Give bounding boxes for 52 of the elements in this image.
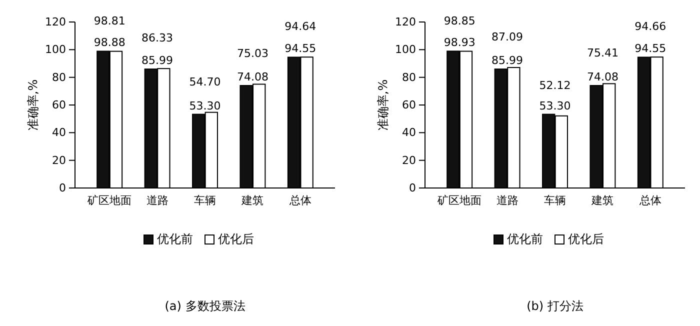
y-tick-label: 100 xyxy=(45,43,66,56)
data-label: 94.64 xyxy=(284,20,316,34)
x-tick-label: 建筑 xyxy=(590,194,614,208)
y-axis-title: 准确率,% xyxy=(26,79,40,131)
data-label: 98.81 xyxy=(94,14,126,28)
y-tick-label: 60 xyxy=(52,98,66,112)
y-tick-label: 120 xyxy=(45,16,66,29)
x-tick-label: 道路 xyxy=(146,194,168,208)
data-label: 98.93 xyxy=(444,36,476,50)
data-label: 52.12 xyxy=(539,78,571,92)
y-tick-label: 40 xyxy=(402,126,416,140)
data-label: 53.30 xyxy=(189,99,221,112)
data-label: 98.88 xyxy=(94,36,126,50)
y-tick-label: 120 xyxy=(395,16,416,29)
y-tick-label: 20 xyxy=(52,154,66,167)
x-tick-label: 矿区地面 xyxy=(86,194,132,208)
x-tick-label: 矿区地面 xyxy=(436,194,482,208)
legend-label: 优化后 xyxy=(218,232,254,246)
data-label: 85.99 xyxy=(142,54,174,68)
x-tick-label: 车辆 xyxy=(194,194,216,208)
legend-label: 优化后 xyxy=(568,232,604,246)
data-label: 98.85 xyxy=(444,14,476,28)
x-tick-label: 建筑 xyxy=(240,194,264,208)
x-tick-label: 车辆 xyxy=(544,194,566,208)
y-tick-label: 80 xyxy=(52,70,66,84)
y-tick-label: 0 xyxy=(409,182,416,195)
data-label: 75.41 xyxy=(586,46,618,60)
data-label: 87.09 xyxy=(492,30,524,44)
text: (a) 多数投票法 xyxy=(164,299,246,313)
y-tick-label: 20 xyxy=(402,154,416,167)
y-tick-label: 100 xyxy=(395,43,416,56)
y-tick-label: 0 xyxy=(59,182,66,195)
data-label: 94.55 xyxy=(284,42,316,56)
data-label: 74.08 xyxy=(236,70,268,84)
data-label: 75.03 xyxy=(236,47,268,60)
data-label: 94.66 xyxy=(634,20,666,34)
y-axis-title: 准确率,% xyxy=(376,79,390,131)
data-label: 74.08 xyxy=(586,70,618,84)
legend-label: 优化前 xyxy=(157,232,193,246)
y-tick-label: 80 xyxy=(402,70,416,84)
data-label: 86.33 xyxy=(142,32,174,45)
y-tick-label: 40 xyxy=(52,126,66,140)
x-tick-label: 总体 xyxy=(288,194,312,208)
text: (b) 打分法 xyxy=(526,299,584,313)
data-label: 53.30 xyxy=(539,99,571,112)
data-label: 54.70 xyxy=(189,75,221,88)
y-tick-label: 60 xyxy=(402,98,416,112)
x-tick-label: 道路 xyxy=(496,194,518,208)
data-label: 85.99 xyxy=(492,54,524,68)
legend-label: 优化前 xyxy=(507,232,543,246)
data-label: 94.55 xyxy=(634,42,666,56)
x-tick-label: 总体 xyxy=(638,194,662,208)
